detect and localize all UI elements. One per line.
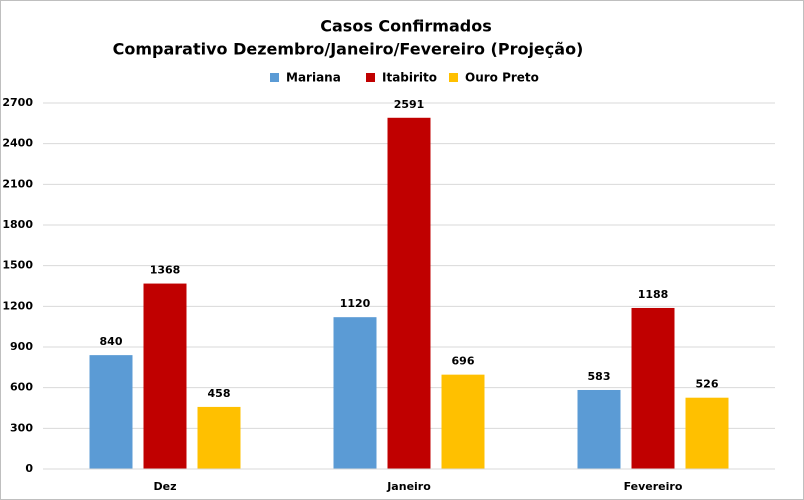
y-tick-label: 2100 bbox=[2, 177, 33, 190]
legend-swatch bbox=[366, 73, 375, 82]
value-label: 696 bbox=[452, 355, 475, 368]
y-tick-label: 1500 bbox=[2, 259, 33, 272]
y-tick-label: 900 bbox=[10, 340, 33, 353]
legend-swatch bbox=[270, 73, 279, 82]
legend-label: Ouro Preto bbox=[465, 71, 539, 85]
value-label: 840 bbox=[100, 335, 123, 348]
value-label: 526 bbox=[696, 378, 719, 391]
chart-subtitle: Comparativo Dezembro/Janeiro/Fevereiro (… bbox=[113, 40, 584, 59]
y-tick-label: 2400 bbox=[2, 137, 33, 150]
bar bbox=[333, 317, 377, 469]
value-label: 1368 bbox=[150, 264, 181, 277]
value-label: 1120 bbox=[340, 297, 371, 310]
bar bbox=[441, 374, 485, 469]
value-label: 2591 bbox=[394, 98, 425, 111]
y-tick-label: 300 bbox=[10, 421, 33, 434]
bar bbox=[631, 307, 675, 469]
y-tick-label: 0 bbox=[25, 462, 33, 475]
x-tick-label: Dez bbox=[154, 480, 177, 493]
y-tick-label: 2700 bbox=[2, 96, 33, 109]
bar bbox=[89, 355, 133, 469]
bar bbox=[197, 406, 241, 469]
legend-label: Itabirito bbox=[382, 71, 437, 85]
value-label: 1188 bbox=[638, 288, 669, 301]
value-label: 583 bbox=[588, 370, 611, 383]
bar bbox=[387, 117, 431, 469]
y-tick-label: 600 bbox=[10, 381, 33, 394]
y-tick-label: 1200 bbox=[2, 299, 33, 312]
bar bbox=[577, 389, 621, 469]
y-tick-label: 1800 bbox=[2, 218, 33, 231]
legend-label: Mariana bbox=[286, 71, 341, 85]
chart-title: Casos Confirmados bbox=[320, 17, 491, 36]
legend-swatch bbox=[449, 73, 458, 82]
bar bbox=[143, 283, 187, 469]
value-label: 458 bbox=[208, 387, 231, 400]
x-tick-label: Fevereiro bbox=[624, 480, 683, 493]
bar bbox=[685, 397, 729, 469]
x-tick-label: Janeiro bbox=[386, 480, 431, 493]
